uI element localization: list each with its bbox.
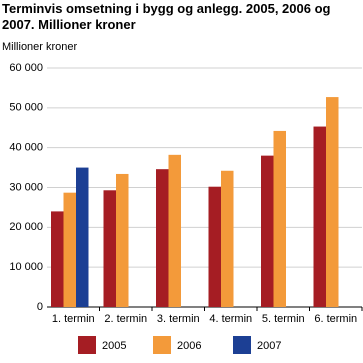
legend-swatch (78, 336, 96, 354)
y-tick-label: 50 000 (9, 102, 43, 114)
bar (76, 167, 89, 307)
x-tick-label: 6. termin (314, 313, 357, 325)
bar (313, 126, 326, 308)
bar (116, 173, 129, 307)
bar (208, 186, 221, 307)
legend-label: 2005 (102, 340, 126, 352)
bar (273, 130, 286, 307)
bar (261, 155, 274, 307)
legend-label: 2006 (177, 340, 201, 352)
x-tick-label: 5. termin (262, 313, 305, 325)
bar (156, 169, 169, 307)
x-tick-label: 3. termin (157, 313, 200, 325)
bar (168, 154, 181, 307)
y-tick-label: 0 (37, 301, 43, 313)
y-tick-label: 10 000 (9, 261, 43, 273)
y-tick-label: 30 000 (9, 181, 43, 193)
bar (326, 97, 339, 307)
bar (63, 192, 76, 307)
bar (221, 170, 234, 307)
legend-swatch (153, 336, 171, 354)
legend-swatch (233, 336, 251, 354)
chart-title: Terminvis omsetning i bygg og anlegg. 20… (2, 1, 331, 32)
bar (103, 190, 116, 307)
y-tick-label: 60 000 (9, 62, 43, 74)
x-tick-label: 1. termin (52, 313, 95, 325)
x-tick-label: 4. termin (209, 313, 252, 325)
y-tick-label: 40 000 (9, 142, 43, 154)
legend-label: 2007 (257, 340, 281, 352)
y-axis-label: Millioner kroner (2, 41, 78, 53)
x-tick-label: 2. termin (104, 313, 147, 325)
bar (51, 211, 64, 307)
y-tick-label: 20 000 (9, 221, 43, 233)
